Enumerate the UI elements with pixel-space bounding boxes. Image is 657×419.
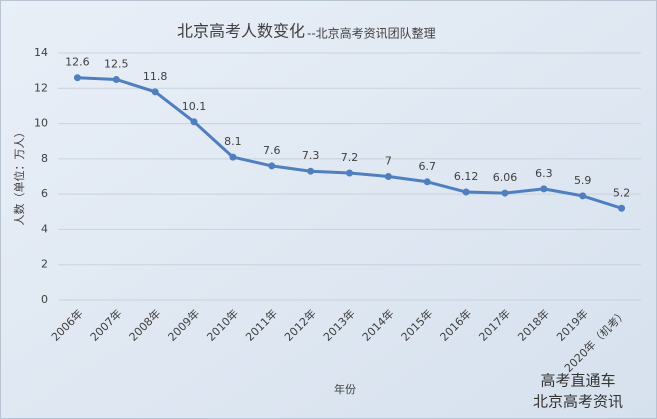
data-label: 6.3 <box>535 167 553 180</box>
point <box>423 178 431 186</box>
point <box>618 204 626 212</box>
point <box>190 118 198 126</box>
y-axis-label: 人数（单位：万人） <box>12 127 26 226</box>
data-label: 5.9 <box>574 174 592 187</box>
chart-title: 北京高考人数变化 <box>177 22 305 41</box>
data-label: 6.7 <box>418 160 436 173</box>
point <box>579 192 587 200</box>
point <box>346 169 353 177</box>
data-label: 12.5 <box>104 57 129 70</box>
x-axis-label: 年份 <box>334 382 356 396</box>
point <box>229 153 237 161</box>
data-label: 12.6 <box>65 56 90 69</box>
y-tick-label: 2 <box>41 258 48 271</box>
y-tick-label: 12 <box>34 81 48 94</box>
y-tick-label: 6 <box>41 187 48 200</box>
y-tick-label: 4 <box>41 222 48 235</box>
data-label: 6.12 <box>454 170 479 183</box>
point <box>151 88 159 96</box>
point <box>307 167 315 175</box>
watermark: 北京高考资讯 <box>533 393 623 411</box>
data-label: 8.1 <box>224 135 242 148</box>
data-label: 7 <box>385 155 392 168</box>
data-label: 11.8 <box>143 70 168 83</box>
data-label: 6.06 <box>493 171 518 184</box>
chart-subtitle: --北京高考资讯团队整理 <box>307 26 436 41</box>
data-label: 7.3 <box>302 149 320 162</box>
y-tick-label: 0 <box>41 293 48 306</box>
point <box>384 173 392 180</box>
point <box>112 75 120 83</box>
y-tick-label: 10 <box>34 117 48 130</box>
data-label: 7.2 <box>341 151 359 164</box>
watermark: 高考直通车 <box>540 372 615 390</box>
data-label: 7.6 <box>263 144 281 157</box>
point <box>501 189 509 197</box>
point <box>462 188 470 196</box>
data-label: 10.1 <box>182 100 207 113</box>
point <box>268 162 276 170</box>
data-label: 5.2 <box>613 186 631 199</box>
point <box>540 185 548 193</box>
y-tick-label: 14 <box>34 46 48 59</box>
y-tick-label: 8 <box>41 152 48 165</box>
point <box>73 74 81 82</box>
